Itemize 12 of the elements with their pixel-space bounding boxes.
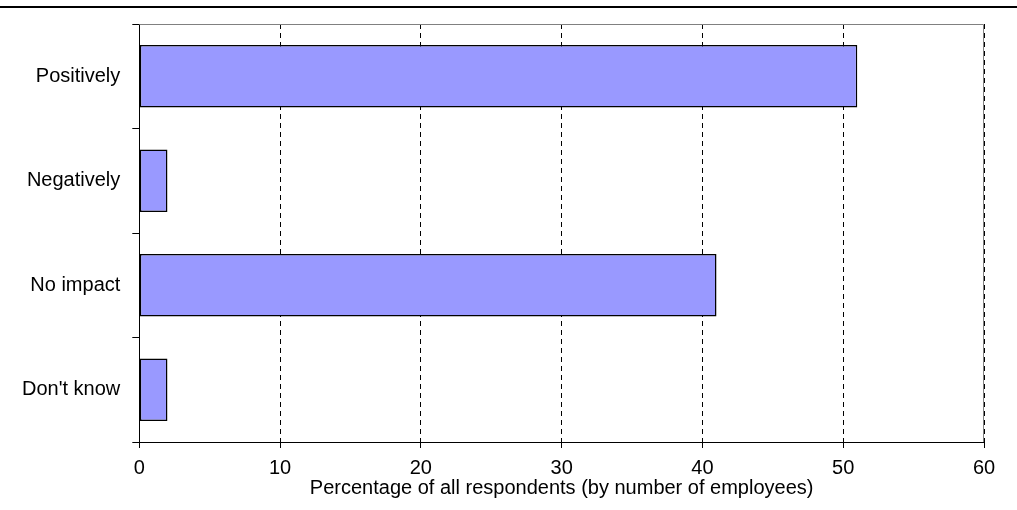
x-axis-title: Percentage of all respondents (by number of employees): [309, 475, 814, 498]
y-tick-label: Don't know: [22, 377, 121, 400]
x-tick-label: 50: [832, 455, 855, 478]
x-tick-label: 0: [133, 455, 145, 478]
x-tick-label: 60: [972, 455, 996, 478]
y-tick-label: Positively: [35, 63, 121, 86]
x-tick-label: 30: [550, 455, 573, 478]
x-tick-label: 40: [691, 455, 714, 478]
y-tick-label: No impact: [30, 272, 121, 295]
x-tick-label: 10: [268, 455, 292, 478]
y-tick-label: Negatively: [26, 168, 121, 191]
x-tick-label: 20: [409, 455, 432, 478]
